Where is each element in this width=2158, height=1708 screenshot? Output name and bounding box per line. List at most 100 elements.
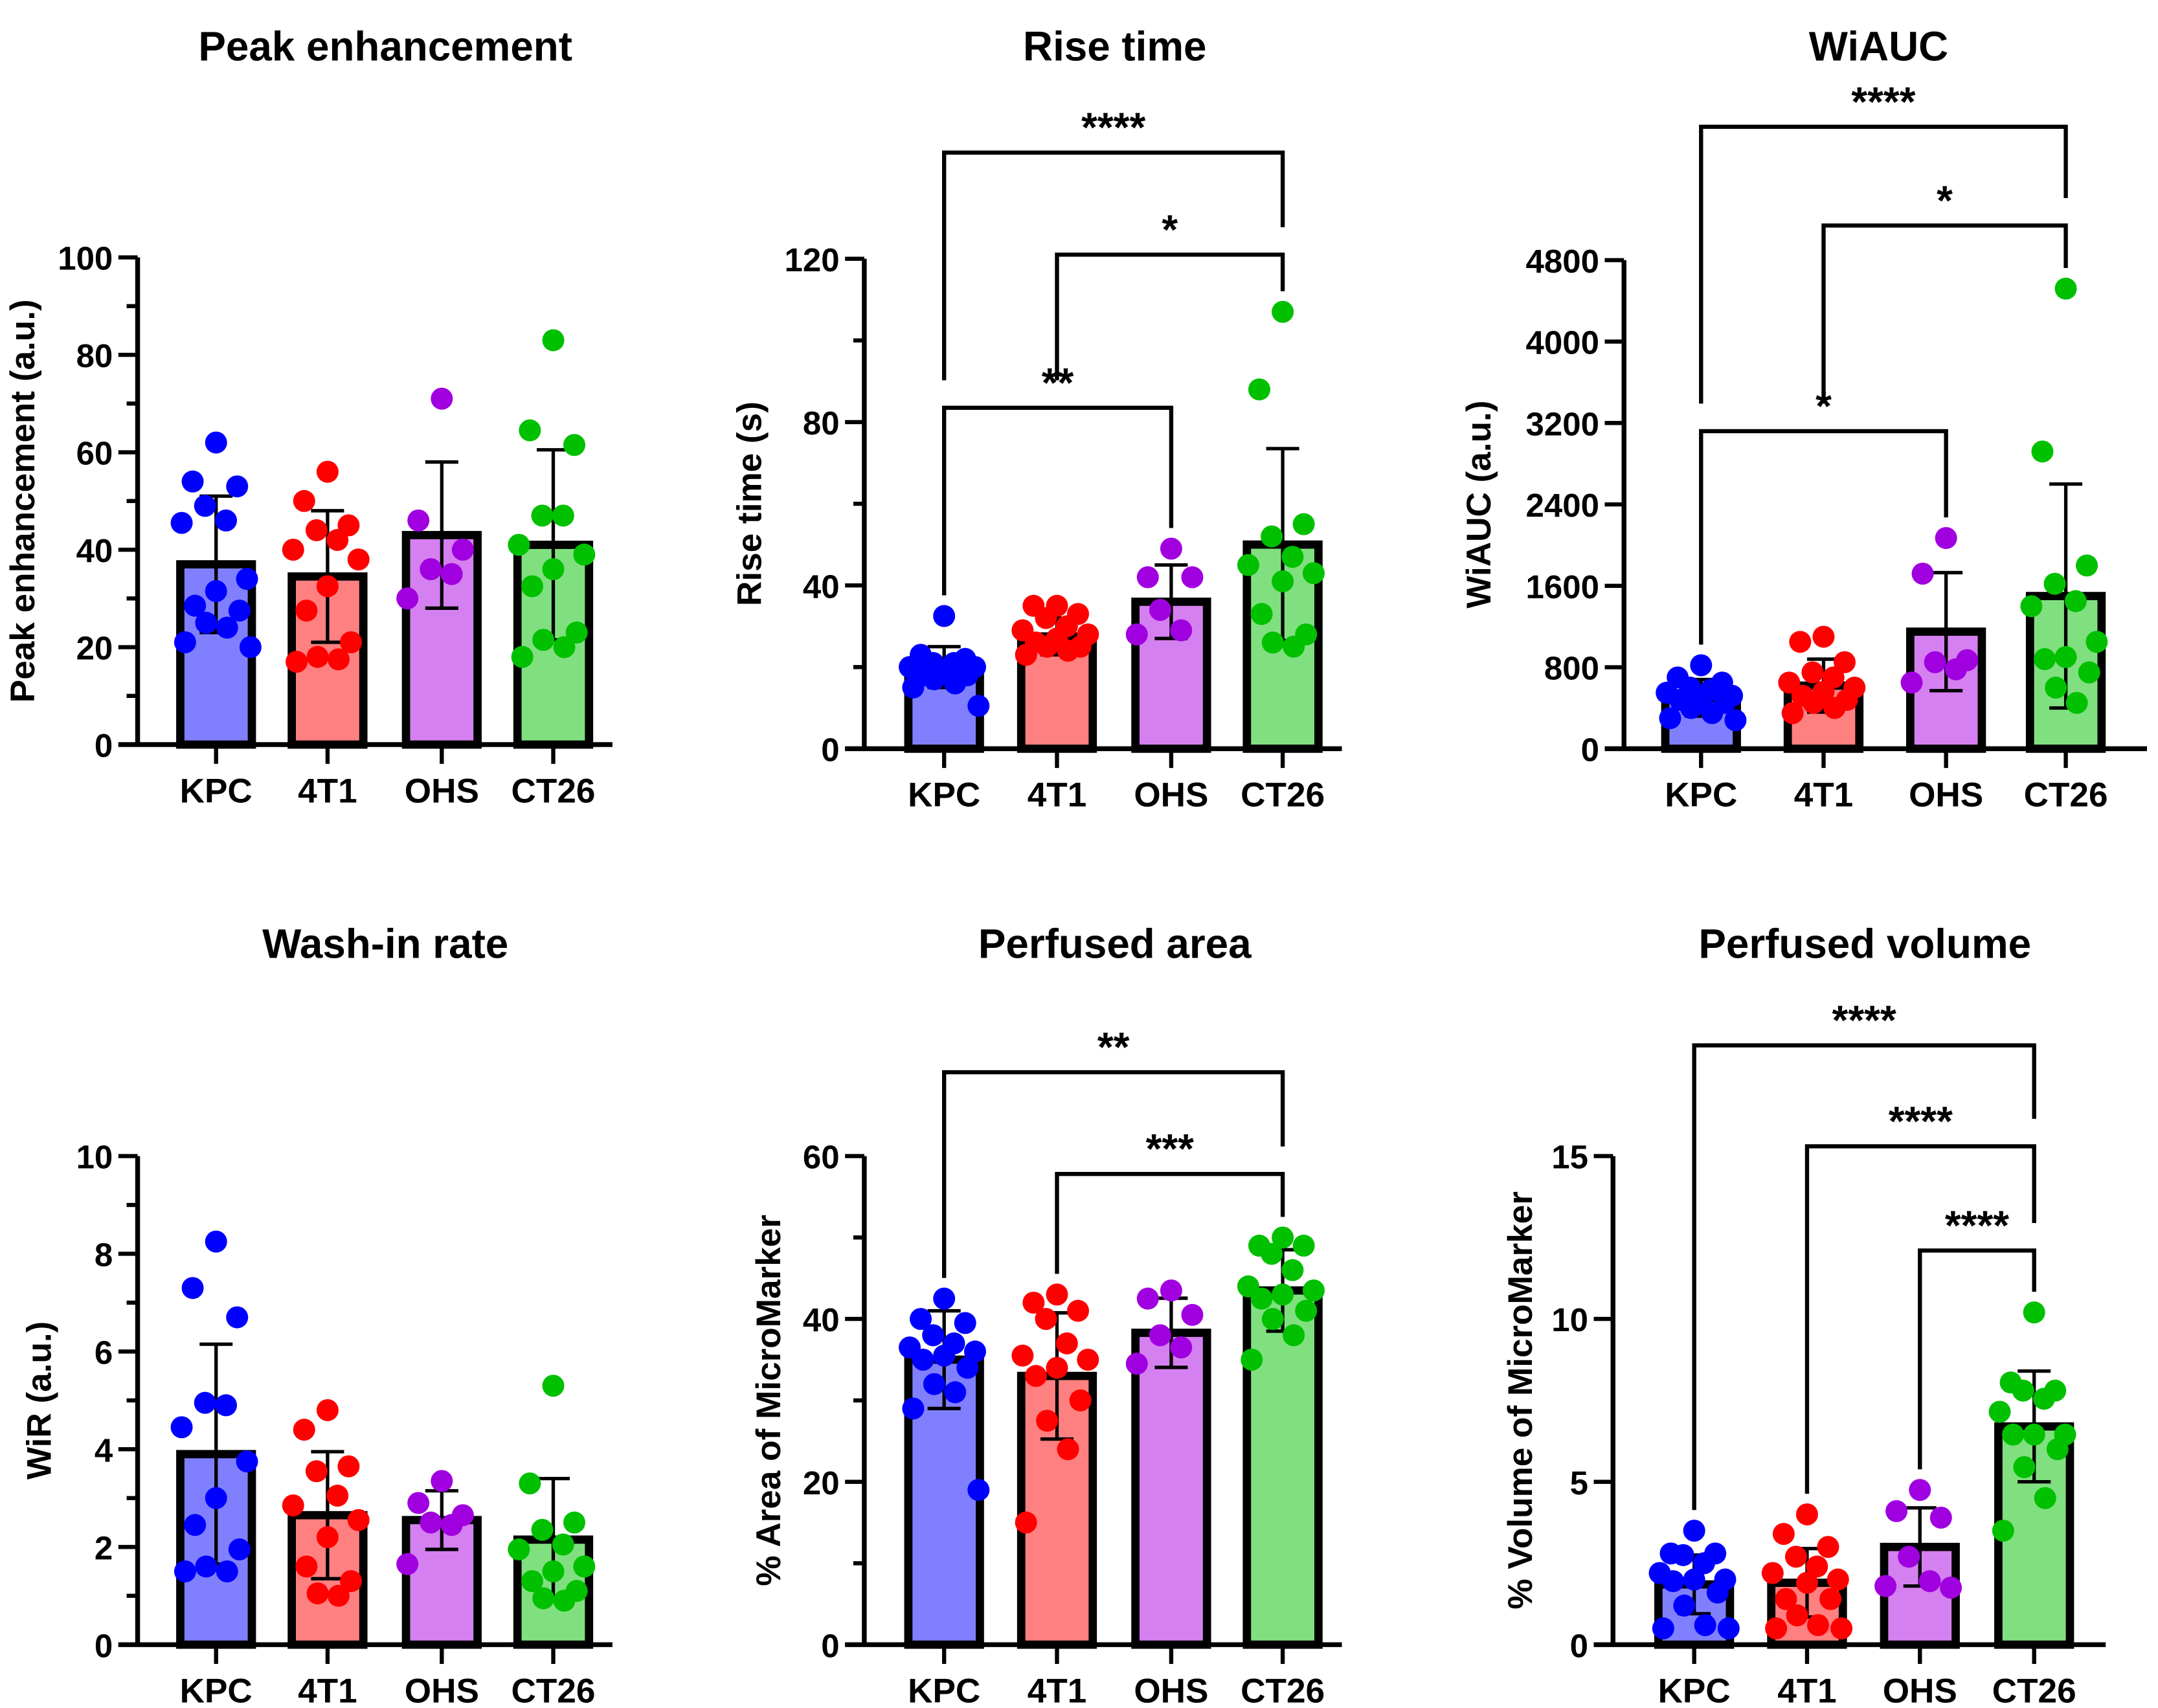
data-point-4T1 xyxy=(340,1570,363,1593)
data-point-CT26 xyxy=(2034,1487,2056,1509)
y-tick-label: 15 xyxy=(1551,1139,1588,1176)
data-point-OHS xyxy=(407,509,430,532)
data-point-KPC xyxy=(215,509,238,532)
data-point-4T1 xyxy=(1817,1536,1839,1558)
data-point-CT26 xyxy=(531,1518,554,1541)
data-point-KPC xyxy=(216,616,238,639)
y-tick-label: 40 xyxy=(803,568,840,605)
data-point-4T1 xyxy=(1057,640,1079,662)
significance-bracket xyxy=(1699,124,2068,404)
data-point-4T1 xyxy=(327,648,350,671)
significance-label: *** xyxy=(1146,1125,1195,1172)
x-tick-label: KPC xyxy=(1665,776,1737,815)
x-tick-label: 4T1 xyxy=(1777,1672,1837,1708)
data-point-OHS xyxy=(1940,1577,1962,1599)
data-point-OHS xyxy=(1170,619,1193,642)
data-point-OHS xyxy=(440,1514,463,1536)
data-point-CT26 xyxy=(563,434,586,456)
data-point-CT26 xyxy=(2054,277,2077,300)
data-point-OHS xyxy=(1900,671,1923,694)
data-point-4T1 xyxy=(1795,1571,1818,1594)
significance-bracket xyxy=(1055,1172,1285,1274)
x-tick-label: CT26 xyxy=(511,1672,596,1708)
data-point-KPC xyxy=(902,1397,925,1420)
data-point-4T1 xyxy=(1833,651,1856,673)
y-tick-label: 120 xyxy=(785,242,840,278)
data-point-KPC xyxy=(1659,707,1681,730)
significance-bracket xyxy=(1055,253,1285,381)
chart-title: Perfused area xyxy=(978,920,1252,967)
data-point-KPC xyxy=(912,1348,934,1371)
data-point-KPC xyxy=(910,1308,932,1331)
data-point-4T1 xyxy=(326,1485,349,1507)
data-point-CT26 xyxy=(1272,570,1294,592)
data-point-KPC xyxy=(194,495,216,517)
data-point-CT26 xyxy=(565,621,588,644)
y-tick-label: 8 xyxy=(95,1237,113,1274)
data-point-KPC xyxy=(194,1391,216,1414)
data-point-KPC xyxy=(236,568,258,590)
y-axis-label: WiAUC (a.u.) xyxy=(1460,400,1498,608)
data-point-CT26 xyxy=(1281,545,1304,568)
data-point-4T1 xyxy=(305,1460,328,1483)
data-point-CT26 xyxy=(1261,1308,1284,1331)
significance-bracket xyxy=(1699,429,1948,645)
data-point-KPC xyxy=(216,1560,238,1582)
data-point-CT26 xyxy=(2013,1456,2036,1479)
y-tick-label: 0 xyxy=(1570,1627,1588,1664)
chart-panel-perfused-area: Perfused area % Area of MicroMarker 0 20 40 6… xyxy=(750,920,1342,1708)
data-point-4T1 xyxy=(1057,1438,1079,1461)
data-point-4T1 xyxy=(293,1419,315,1441)
significance-bracket xyxy=(941,1070,1285,1278)
data-point-KPC xyxy=(184,594,207,617)
data-point-CT26 xyxy=(532,629,555,651)
data-point-OHS xyxy=(431,1470,453,1492)
data-point-OHS xyxy=(396,1553,419,1575)
data-point-4T1 xyxy=(1036,1410,1059,1432)
y-tick-label: 40 xyxy=(803,1301,840,1338)
data-point-CT26 xyxy=(508,534,530,556)
y-axis-label: % Volume of MicroMarker xyxy=(1501,1191,1540,1610)
x-tick-label: OHS xyxy=(1134,1672,1208,1708)
data-point-4T1 xyxy=(1035,1308,1057,1331)
data-point-KPC xyxy=(1692,1552,1715,1575)
data-point-CT26 xyxy=(552,1533,574,1556)
data-point-4T1 xyxy=(305,519,328,541)
data-point-CT26 xyxy=(563,1511,586,1534)
data-point-OHS xyxy=(1935,526,1957,549)
data-point-KPC xyxy=(1690,654,1713,677)
data-point-OHS xyxy=(1885,1500,1908,1522)
data-point-CT26 xyxy=(1272,1226,1294,1249)
x-tick-label: 4T1 xyxy=(1028,1672,1087,1708)
data-point-4T1 xyxy=(295,600,318,622)
data-point-OHS xyxy=(1136,566,1159,589)
data-point-CT26 xyxy=(2054,646,2077,668)
data-point-KPC xyxy=(902,676,925,699)
y-tick-label: 40 xyxy=(76,532,113,569)
data-point-CT26 xyxy=(1302,1279,1325,1302)
x-tick-label: CT26 xyxy=(2024,776,2108,815)
data-point-4T1 xyxy=(1046,1356,1068,1379)
data-point-4T1 xyxy=(327,1584,350,1607)
y-tick-label: 2 xyxy=(95,1529,113,1566)
data-point-KPC xyxy=(923,1373,945,1395)
data-point-OHS xyxy=(1181,566,1204,589)
data-point-4T1 xyxy=(1775,1588,1797,1610)
bar-CT26 xyxy=(1242,1286,1323,1649)
data-point-OHS xyxy=(1149,598,1171,621)
data-point-4T1 xyxy=(1803,691,1825,714)
data-point-CT26 xyxy=(2020,595,2043,618)
data-point-4T1 xyxy=(282,1494,304,1517)
y-tick-label: 5 xyxy=(1570,1465,1588,1501)
data-point-CT26 xyxy=(519,419,541,442)
data-point-CT26 xyxy=(1261,1242,1283,1265)
chart-panel-wiauc: WiAUC WiAUC (a.u.) 0 800 1600 2400 3200 4000 480… xyxy=(1460,23,2147,815)
data-point-CT26 xyxy=(1302,562,1325,585)
data-point-KPC xyxy=(226,475,249,498)
data-point-KPC xyxy=(1694,1613,1716,1636)
x-tick-label: CT26 xyxy=(1241,776,1325,815)
data-point-KPC xyxy=(922,1324,945,1347)
data-point-4T1 xyxy=(286,651,308,673)
data-point-KPC xyxy=(205,1230,227,1253)
